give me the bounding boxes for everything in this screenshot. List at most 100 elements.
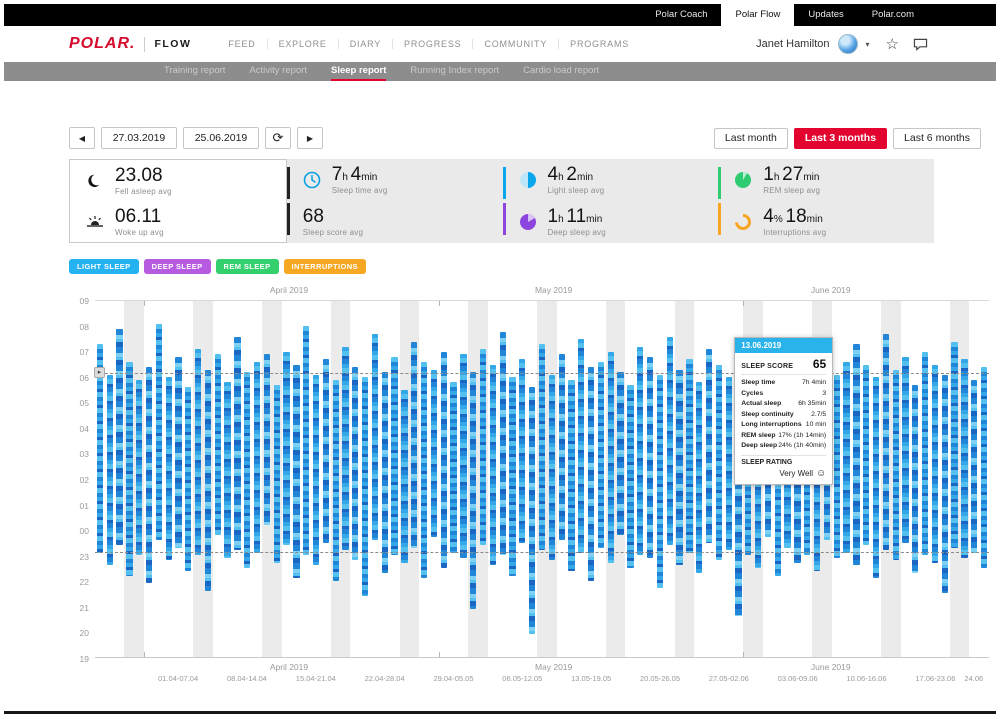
user-name[interactable]: Janet Hamilton [756,38,830,50]
sleep-bar[interactable] [696,382,703,574]
sleep-bar[interactable] [224,382,231,558]
messages-icon[interactable] [913,38,928,51]
subnav-cardio-load-report[interactable]: Cardio load report [523,65,600,76]
sleep-bar[interactable] [843,362,850,553]
sleep-bar[interactable] [195,349,202,556]
tab-polar-coach[interactable]: Polar Coach [655,9,708,20]
sleep-bar[interactable] [145,367,153,584]
sleep-bar[interactable] [165,377,172,561]
sleep-bar[interactable] [980,367,988,568]
sleep-bar[interactable] [322,359,329,543]
sleep-bar[interactable] [971,379,978,553]
sleep-bar[interactable] [568,379,575,571]
sleep-bar[interactable] [951,341,958,548]
sleep-bar[interactable] [175,356,182,548]
sleep-bar[interactable] [686,359,693,553]
sleep-bar[interactable] [725,377,732,551]
nav-progress[interactable]: PROGRESS [392,39,472,49]
sleep-bar[interactable] [450,382,457,553]
sleep-bar[interactable] [921,351,929,556]
sleep-bar[interactable] [607,351,614,563]
sleep-bar[interactable] [548,374,555,561]
sleep-bar[interactable] [312,374,320,566]
next-period-button[interactable]: ▶ [297,127,323,149]
nav-community[interactable]: COMMUNITY [472,39,558,49]
sleep-bar[interactable] [529,387,536,635]
sleep-bar[interactable] [204,369,212,591]
sleep-bar[interactable] [853,344,860,566]
sleep-bar[interactable] [715,364,722,561]
end-date-input[interactable]: 25.06.2019 [183,127,259,149]
sleep-bar[interactable] [519,359,526,543]
avg-wake-handle[interactable]: ▸ [94,366,105,378]
sleep-bar[interactable] [185,387,192,571]
sleep-bar[interactable] [460,354,467,558]
sleep-bar[interactable] [489,364,497,566]
sleep-bar[interactable] [293,364,300,579]
legend-interruptions[interactable]: INTERRUPTIONS [283,259,366,274]
chevron-down-icon[interactable]: ▾ [865,39,870,49]
sleep-bar[interactable] [872,377,880,579]
sleep-bar[interactable] [332,379,339,581]
tab-polar-flow[interactable]: Polar Flow [721,4,795,26]
sleep-bar[interactable] [538,344,546,551]
start-date-input[interactable]: 27.03.2019 [101,127,177,149]
sleep-bar[interactable] [627,384,634,568]
tab-updates[interactable]: Updates [808,9,844,20]
sleep-bar[interactable] [401,390,408,563]
sleep-chart-plot[interactable]: ▸ 13.06.2019 SLEEP SCORE 65 Sleep time 7h… [94,300,989,658]
legend-deep-sleep[interactable]: DEEP SLEEP [143,259,211,274]
legend-light-sleep[interactable]: LIGHT SLEEP [69,259,139,274]
sleep-bar[interactable] [941,374,948,594]
sleep-bar[interactable] [391,356,398,556]
sleep-bar[interactable] [440,351,447,568]
favorites-star-icon[interactable]: ☆ [885,36,899,53]
sleep-bar[interactable] [470,372,477,609]
nav-explore[interactable]: EXPLORE [266,39,338,49]
sleep-bar[interactable] [253,362,261,553]
sleep-bar[interactable] [656,374,664,589]
sleep-bar[interactable] [666,336,673,546]
sleep-bar[interactable] [136,379,143,556]
nav-programs[interactable]: PROGRAMS [558,39,640,49]
sleep-bar[interactable] [263,354,271,525]
polar-logo[interactable]: POLAR. [69,35,136,52]
sleep-bar[interactable] [381,372,388,574]
last-month-button[interactable]: Last month [713,127,788,149]
sleep-bar[interactable] [676,369,683,566]
sleep-bar[interactable] [273,384,280,563]
sleep-bar[interactable] [411,341,418,548]
sleep-bar[interactable] [352,367,359,561]
sleep-bar[interactable] [283,351,290,546]
last-3-months-button[interactable]: Last 3 months [793,127,888,149]
sleep-bar[interactable] [106,374,113,566]
refresh-button[interactable]: ⟳ [265,127,291,149]
sleep-bar[interactable] [617,372,624,535]
sleep-bar[interactable] [244,372,251,568]
sleep-bar[interactable] [961,359,968,558]
sleep-bar[interactable] [892,369,899,561]
sleep-bar[interactable] [882,334,889,551]
sleep-bar[interactable] [863,364,870,546]
sleep-bar[interactable] [646,356,654,558]
sleep-bar[interactable] [931,364,939,563]
sleep-bar[interactable] [912,384,919,574]
avatar[interactable] [837,34,858,54]
sleep-bar[interactable] [214,354,221,535]
tab-polar-com[interactable]: Polar.com [871,9,914,20]
sleep-bar[interactable] [587,367,595,581]
nav-diary[interactable]: DIARY [337,39,392,49]
sleep-bar[interactable] [833,374,840,558]
sleep-bar[interactable] [430,369,438,538]
sleep-bar[interactable] [479,349,487,546]
subnav-running-index-report[interactable]: Running Index report [410,65,500,76]
sleep-bar[interactable] [578,339,585,553]
prev-period-button[interactable]: ◀ [69,127,95,149]
sleep-bar[interactable] [902,356,909,543]
sleep-bar[interactable] [303,326,310,556]
sleep-bar[interactable] [234,336,241,551]
sleep-bar[interactable] [558,354,565,541]
sleep-bar[interactable] [116,328,123,546]
sleep-bar[interactable] [499,331,506,556]
sleep-bar[interactable] [126,362,133,576]
